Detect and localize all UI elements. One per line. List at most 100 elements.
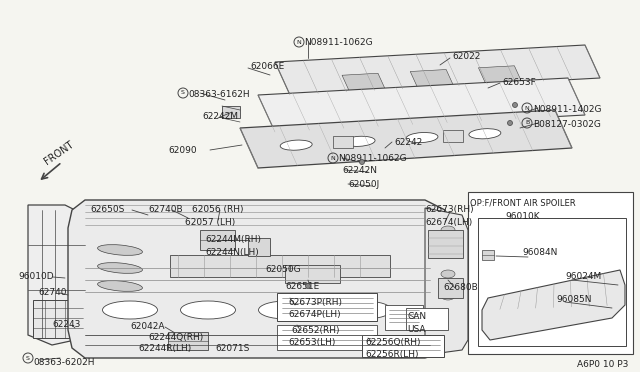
Text: 62242N: 62242N <box>342 166 377 175</box>
Polygon shape <box>482 270 625 340</box>
Text: 96085N: 96085N <box>556 295 591 304</box>
Ellipse shape <box>441 270 455 278</box>
Text: 62673(RH): 62673(RH) <box>425 205 474 214</box>
Text: 62256Q(RH): 62256Q(RH) <box>365 338 420 347</box>
Text: 62090: 62090 <box>168 146 196 155</box>
Text: 62652(RH): 62652(RH) <box>291 326 339 335</box>
Text: 62243: 62243 <box>52 320 81 329</box>
Polygon shape <box>28 205 85 345</box>
Ellipse shape <box>102 301 157 319</box>
Ellipse shape <box>280 140 312 150</box>
Bar <box>200 230 235 250</box>
Bar <box>277 293 377 321</box>
Bar <box>285 265 340 283</box>
Text: 62050G: 62050G <box>265 265 301 274</box>
Polygon shape <box>240 110 572 168</box>
Polygon shape <box>342 73 390 102</box>
Ellipse shape <box>259 301 314 319</box>
Text: USA: USA <box>407 325 426 334</box>
Text: N: N <box>331 155 335 160</box>
Bar <box>444 130 463 142</box>
Text: A6P0 10 P3: A6P0 10 P3 <box>577 360 628 369</box>
Bar <box>168 332 208 350</box>
Circle shape <box>508 121 513 125</box>
Bar <box>333 136 353 148</box>
Circle shape <box>513 103 518 108</box>
Ellipse shape <box>97 245 143 255</box>
Text: N08911-1062G: N08911-1062G <box>304 38 372 47</box>
Text: 96084N: 96084N <box>522 248 557 257</box>
Ellipse shape <box>441 226 455 234</box>
Text: 62674P(LH): 62674P(LH) <box>288 310 340 319</box>
Text: 62740B: 62740B <box>148 205 182 214</box>
Text: 62242: 62242 <box>394 138 422 147</box>
Text: 62242M: 62242M <box>202 112 238 121</box>
Text: 62650S: 62650S <box>90 205 124 214</box>
Text: OP:F/FRONT AIR SPOILER: OP:F/FRONT AIR SPOILER <box>470 198 575 207</box>
Polygon shape <box>275 45 600 95</box>
Bar <box>277 325 377 350</box>
Text: N: N <box>296 39 301 45</box>
Ellipse shape <box>343 136 375 147</box>
Ellipse shape <box>469 129 501 139</box>
Text: N08911-1062G: N08911-1062G <box>338 154 406 163</box>
Text: S: S <box>26 356 30 360</box>
Text: 62057 (LH): 62057 (LH) <box>185 218 236 227</box>
Circle shape <box>360 160 365 164</box>
Text: N: N <box>525 106 529 110</box>
Bar <box>428 230 463 258</box>
Text: 62256R(LH): 62256R(LH) <box>365 350 419 359</box>
Text: 62244N(LH): 62244N(LH) <box>205 248 259 257</box>
Bar <box>468 192 633 354</box>
Text: 08363-6202H: 08363-6202H <box>33 358 95 367</box>
Bar <box>248 238 270 256</box>
Bar <box>362 335 444 357</box>
Ellipse shape <box>97 280 143 291</box>
Ellipse shape <box>180 301 236 319</box>
Text: 96024M: 96024M <box>565 272 601 281</box>
Bar <box>478 218 626 346</box>
Text: 62673P(RH): 62673P(RH) <box>288 298 342 307</box>
Text: 62740: 62740 <box>38 288 67 297</box>
Bar <box>33 300 83 338</box>
Text: N08911-1402G: N08911-1402G <box>533 105 602 114</box>
Polygon shape <box>68 200 452 358</box>
Bar <box>170 255 390 277</box>
Polygon shape <box>425 208 468 355</box>
Text: CAN: CAN <box>407 312 426 321</box>
Text: 62042A: 62042A <box>130 322 164 331</box>
Text: 62066E: 62066E <box>250 62 284 71</box>
Polygon shape <box>258 78 585 132</box>
Text: 08363-6162H: 08363-6162H <box>188 90 250 99</box>
Text: 96010D: 96010D <box>18 272 54 281</box>
Text: 62244R(LH): 62244R(LH) <box>138 344 191 353</box>
Text: 62056 (RH): 62056 (RH) <box>192 205 243 214</box>
Text: 62680B: 62680B <box>443 283 477 292</box>
Circle shape <box>305 283 310 289</box>
Text: 96010K: 96010K <box>505 212 540 221</box>
Text: 62653(LH): 62653(LH) <box>288 338 335 347</box>
Ellipse shape <box>406 132 438 142</box>
Text: B08127-0302G: B08127-0302G <box>533 120 601 129</box>
Bar <box>406 308 448 330</box>
Text: 62651E: 62651E <box>285 282 319 291</box>
Polygon shape <box>410 70 458 98</box>
Text: 62022: 62022 <box>452 52 481 61</box>
Ellipse shape <box>97 263 143 273</box>
Text: 62244M(RH): 62244M(RH) <box>205 235 261 244</box>
Bar <box>482 250 494 260</box>
Text: 62071S: 62071S <box>215 344 250 353</box>
Ellipse shape <box>337 301 392 319</box>
Text: 62653F: 62653F <box>502 78 536 87</box>
Text: S: S <box>181 90 185 96</box>
Text: 62050J: 62050J <box>348 180 380 189</box>
Bar <box>385 305 423 330</box>
Polygon shape <box>479 66 526 94</box>
Bar <box>438 278 463 298</box>
Text: FRONT: FRONT <box>42 139 75 166</box>
Text: 62674(LH): 62674(LH) <box>425 218 472 227</box>
Bar <box>222 106 240 118</box>
Ellipse shape <box>441 248 455 256</box>
Ellipse shape <box>441 292 455 300</box>
Text: 62244Q(RH): 62244Q(RH) <box>148 333 204 342</box>
